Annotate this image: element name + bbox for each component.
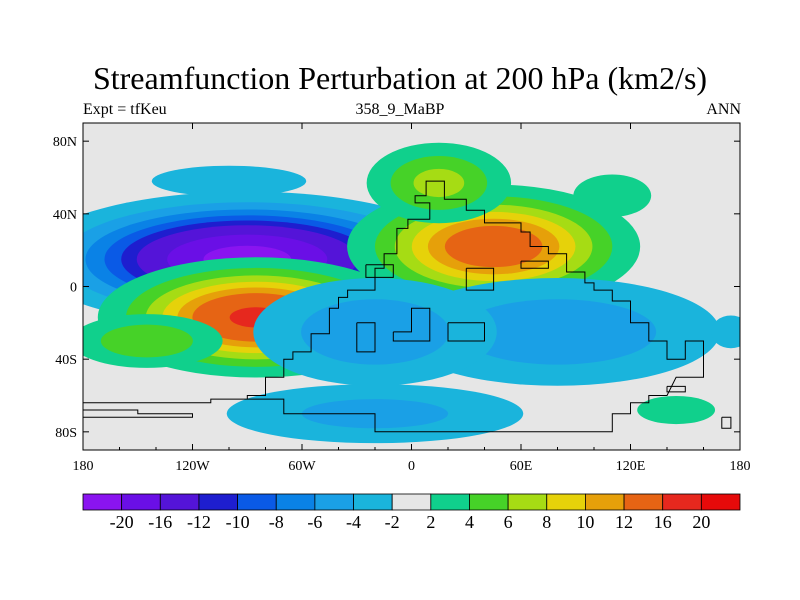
y-tick-label: 40N <box>53 208 77 223</box>
x-tick-label: 60W <box>288 459 316 474</box>
colorbar-box <box>82 493 123 511</box>
colorbar-box <box>546 493 586 511</box>
colorbar-box <box>507 493 548 511</box>
colorbar-box <box>237 493 277 511</box>
colorbar-label: -12 <box>187 512 211 532</box>
contour-field <box>83 123 740 450</box>
y-tick-label: 80S <box>55 426 77 441</box>
contour-feature <box>366 142 512 224</box>
contour-band <box>573 174 652 217</box>
case-label: 358_9_MaBP <box>355 101 445 118</box>
x-tick-label: 180 <box>730 459 751 474</box>
x-tick-label: 60E <box>510 459 533 474</box>
colorbar-label: -8 <box>269 512 284 532</box>
colorbar-label: 10 <box>576 512 594 532</box>
coastline <box>520 260 549 269</box>
colorbar-box <box>198 493 238 511</box>
colorbar-label: 2 <box>426 512 435 532</box>
contour-feature <box>711 315 740 349</box>
colorbar-box <box>353 493 393 511</box>
x-tick-label: 120W <box>175 459 210 474</box>
colorbar-label: -16 <box>148 512 172 532</box>
coastline <box>447 322 485 342</box>
colorbar-label: 6 <box>504 512 513 532</box>
colorbar-box <box>159 493 200 511</box>
coastline <box>721 416 732 429</box>
colorbar-label: 12 <box>615 512 633 532</box>
coastline <box>365 264 394 278</box>
colorbar-box <box>430 493 470 511</box>
contour-band <box>711 315 740 349</box>
x-tick-label: 180 <box>73 459 94 474</box>
colorbar-label: -20 <box>110 512 134 532</box>
season-label: ANN <box>706 101 741 118</box>
contour-feature <box>151 165 307 197</box>
colorbar-box <box>623 493 664 511</box>
colorbar-box <box>121 493 161 511</box>
contour-band <box>444 225 543 268</box>
y-tick-label: 80N <box>53 135 77 150</box>
colorbar-label: 4 <box>465 512 474 532</box>
contour-band <box>637 395 716 425</box>
colorbar-box <box>275 493 316 511</box>
coastline <box>666 385 686 393</box>
contour-band <box>151 165 307 197</box>
colorbar-label: 16 <box>654 512 672 532</box>
colorbar-box <box>662 493 702 511</box>
axis-ticks: 180 120W 60W 0 60E 120E 180 80N 40N 0 40S 80S <box>53 123 751 474</box>
colorbar-label: -6 <box>307 512 322 532</box>
coastline <box>392 307 431 342</box>
contour-feature <box>83 314 223 368</box>
colorbar-label: -4 <box>346 512 361 532</box>
colorbar-label: -10 <box>226 512 250 532</box>
colorbar-box <box>700 493 741 511</box>
coastline <box>83 180 704 433</box>
contour-band <box>458 299 657 365</box>
coastline-outline <box>83 180 732 433</box>
y-tick-label: 0 <box>70 281 77 296</box>
colorbar-label: 20 <box>692 512 710 532</box>
coastline <box>356 322 376 353</box>
colorbar: -20 -16 -12 -10 -8 -6 -4 -2 2 4 6 8 10 12 16 20 <box>82 493 741 532</box>
colorbar-label: -2 <box>385 512 400 532</box>
colorbar-box <box>585 493 625 511</box>
colorbar-label: 8 <box>542 512 551 532</box>
contour-band <box>413 168 465 198</box>
chart-title: Streamfunction Perturbation at 200 hPa (… <box>92 60 708 96</box>
experiment-label: Expt = tfKeu <box>83 101 167 118</box>
colorbar-box <box>314 493 354 511</box>
colorbar-box <box>469 493 509 511</box>
x-tick-label: 120E <box>616 459 646 474</box>
x-tick-label: 0 <box>408 459 415 474</box>
y-tick-label: 40S <box>55 353 77 368</box>
colorbar-box <box>391 493 432 511</box>
contour-feature <box>637 395 716 425</box>
contour-feature <box>573 174 652 217</box>
contour-band <box>100 324 193 358</box>
coastline <box>83 409 193 418</box>
coastline <box>465 267 495 291</box>
